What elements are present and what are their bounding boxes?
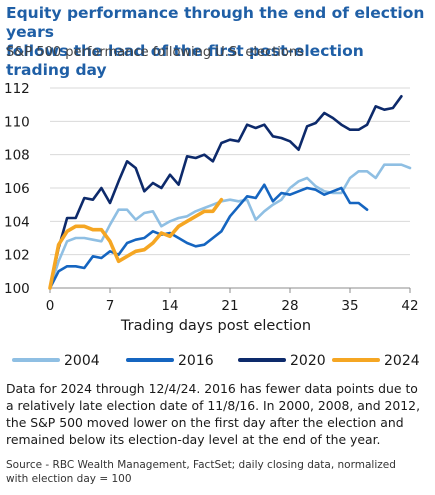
footnote-line-1: Data for 2024 through 12/4/24. 2016 has … [6, 381, 418, 396]
x-tick-label-7: 7 [106, 298, 115, 314]
footnote-line-3: the S&P 500 moved lower on the first day… [6, 415, 404, 430]
source-line-2: with election day = 100 [6, 473, 132, 485]
series-line-2020 [48, 94, 403, 290]
footnote-line-4: remained below its election-day level at… [6, 432, 381, 447]
chart-subtitle: S&P 500 performance following U.S. elect… [6, 45, 304, 60]
y-axis: 100 102 104 106 108 110 112 [4, 81, 30, 297]
y-tick-label-100: 100 [4, 281, 30, 297]
series-lines [48, 94, 412, 290]
x-tick-label-35: 35 [341, 298, 358, 314]
x-tick-label-0: 0 [46, 298, 55, 314]
x-axis-label: Trading days post election [120, 318, 311, 334]
legend-label-2016: 2016 [178, 353, 214, 369]
y-tick-label-112: 112 [4, 81, 30, 97]
gridlines [50, 87, 410, 256]
legend: 2004 2016 2020 2024 [12, 353, 420, 369]
y-tick-label-102: 102 [4, 248, 30, 264]
x-tick-label-28: 28 [281, 298, 298, 314]
series-line-2016 [48, 183, 369, 290]
footnote: Data for 2024 through 12/4/24. 2016 has … [6, 380, 431, 448]
legend-label-2024: 2024 [384, 353, 420, 369]
y-tick-label-106: 106 [4, 181, 30, 197]
y-tick-label-104: 104 [4, 214, 30, 230]
source-note: Source - RBC Wealth Management, FactSet;… [6, 458, 431, 486]
x-tick-label-21: 21 [221, 298, 238, 314]
x-axis: 0 7 14 21 28 35 42 [46, 287, 419, 314]
x-tick-label-14: 14 [161, 298, 178, 314]
series-line-2004 [48, 163, 412, 290]
x-tick-label-42: 42 [401, 298, 418, 314]
footnote-line-2: a relatively late election date of 11/8/… [6, 398, 421, 413]
y-tick-label-110: 110 [4, 114, 30, 130]
series-line-2024 [48, 197, 224, 290]
source-line-1: Source - RBC Wealth Management, FactSet;… [6, 459, 396, 471]
chart-title-line-2: follows the lead of the first post-elect… [6, 42, 364, 79]
chart-title-line-1: Equity performance through the end of el… [6, 4, 425, 41]
legend-label-2004: 2004 [64, 353, 100, 369]
legend-label-2020: 2020 [290, 353, 326, 369]
chart-title: Equity performance through the end of el… [6, 4, 431, 80]
y-tick-label-108: 108 [4, 148, 30, 164]
line-chart: 100 102 104 106 108 110 112 0 7 14 21 28 35 42 Tradi… [4, 81, 420, 369]
